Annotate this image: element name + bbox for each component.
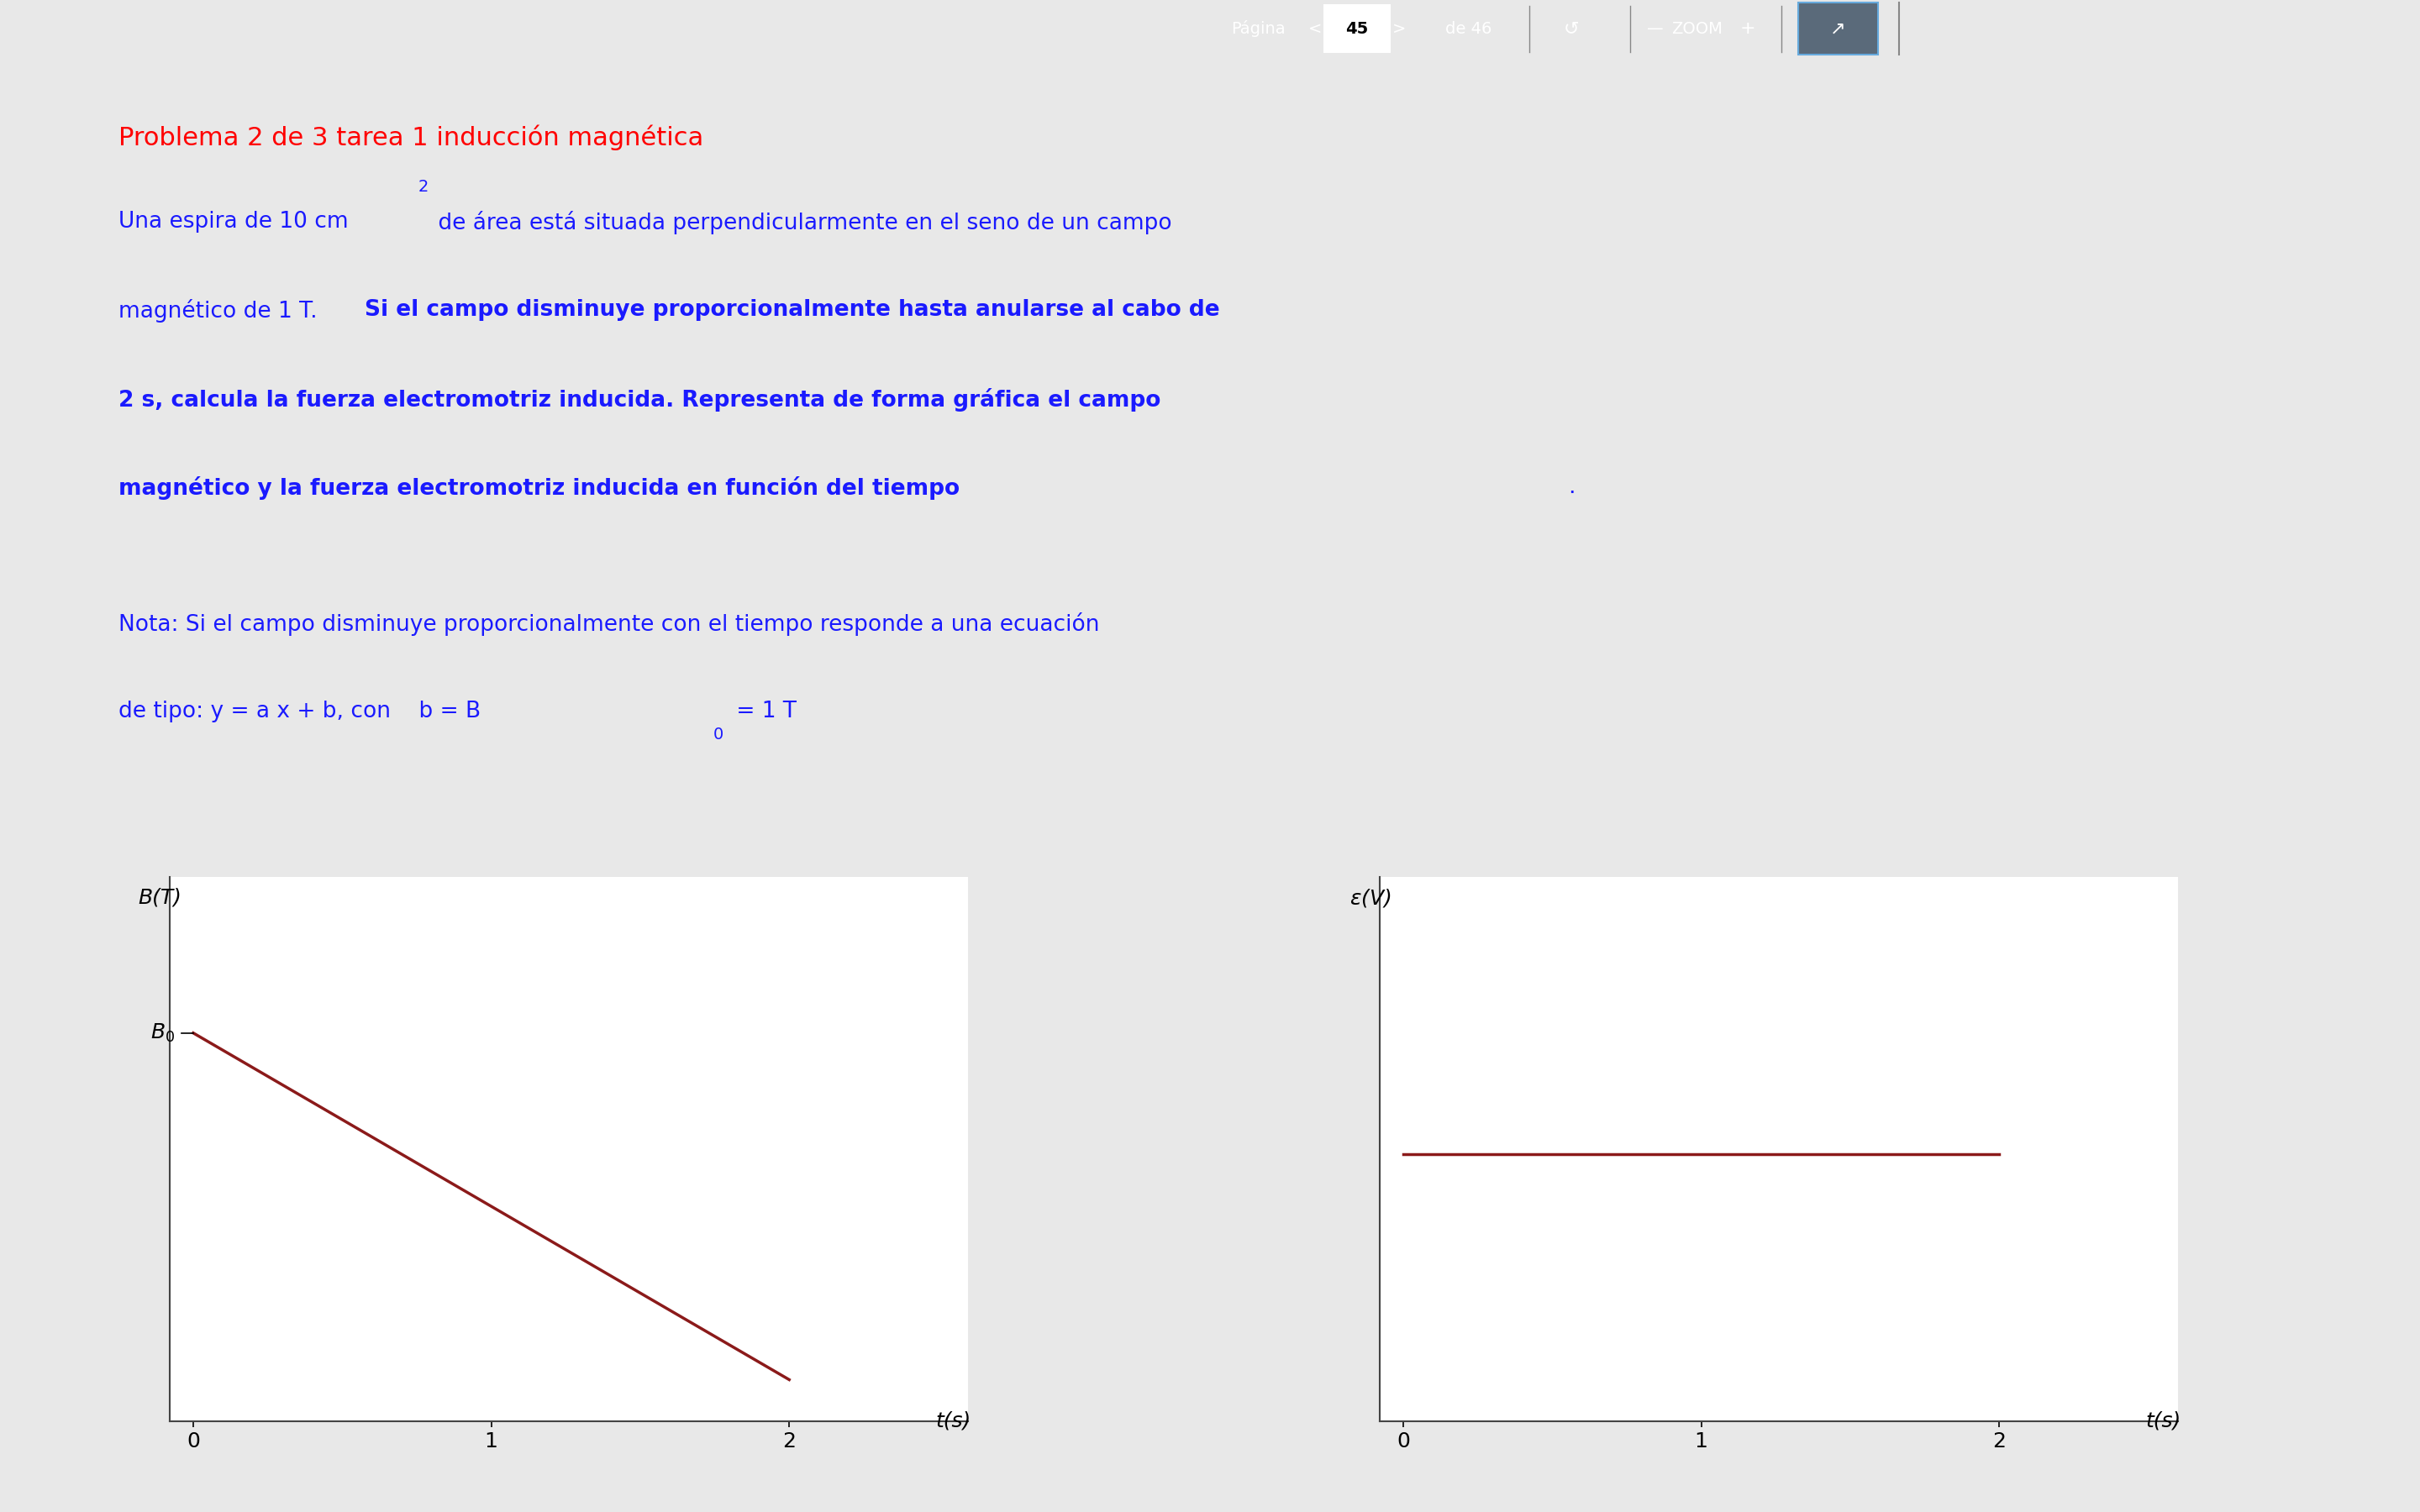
- FancyBboxPatch shape: [1324, 5, 1392, 53]
- FancyBboxPatch shape: [1798, 3, 1878, 54]
- Text: +: +: [1740, 20, 1754, 38]
- Text: de 46: de 46: [1445, 21, 1491, 36]
- Text: ↺: ↺: [1563, 20, 1580, 38]
- Text: B(T): B(T): [138, 888, 182, 907]
- Text: 45: 45: [1346, 21, 1367, 36]
- Text: .: .: [1568, 476, 1575, 497]
- Text: Nota: Si el campo disminuye proporcionalmente con el tiempo responde a una ecuac: Nota: Si el campo disminuye proporcional…: [119, 612, 1099, 635]
- Text: t(s): t(s): [937, 1411, 970, 1430]
- Text: Una espira de 10 cm: Una espira de 10 cm: [119, 210, 348, 233]
- Text: Si el campo disminuye proporcionalmente hasta anularse al cabo de: Si el campo disminuye proporcionalmente …: [365, 299, 1220, 321]
- Text: de tipo: y = a x + b, con    b = B: de tipo: y = a x + b, con b = B: [119, 700, 482, 723]
- Text: 2 s, calcula la fuerza electromotriz inducida. Representa de forma gráfica el ca: 2 s, calcula la fuerza electromotriz ind…: [119, 387, 1162, 411]
- Text: ↗: ↗: [1830, 20, 1846, 38]
- Text: ZOOM: ZOOM: [1672, 21, 1723, 36]
- Text: Página: Página: [1232, 20, 1285, 38]
- Text: 0: 0: [714, 726, 724, 742]
- Text: t(s): t(s): [2147, 1411, 2180, 1430]
- Text: $\varepsilon$(V): $\varepsilon$(V): [1350, 888, 1392, 909]
- Text: = 1 T: = 1 T: [728, 700, 796, 723]
- Text: magnético y la fuerza electromotriz inducida en función del tiempo: magnético y la fuerza electromotriz indu…: [119, 476, 958, 500]
- Text: >: >: [1391, 21, 1406, 36]
- Text: magnético de 1 T.: magnético de 1 T.: [119, 299, 324, 322]
- Text: B$_0$: B$_0$: [150, 1022, 174, 1043]
- Text: Problema 2 de 3 tarea 1 inducción magnética: Problema 2 de 3 tarea 1 inducción magnét…: [119, 125, 704, 150]
- Text: <: <: [1309, 21, 1321, 36]
- Text: 2: 2: [419, 178, 428, 195]
- Text: de área está situada perpendicularmente en el seno de un campo: de área está situada perpendicularmente …: [431, 210, 1171, 234]
- Text: —: —: [1648, 21, 1663, 36]
